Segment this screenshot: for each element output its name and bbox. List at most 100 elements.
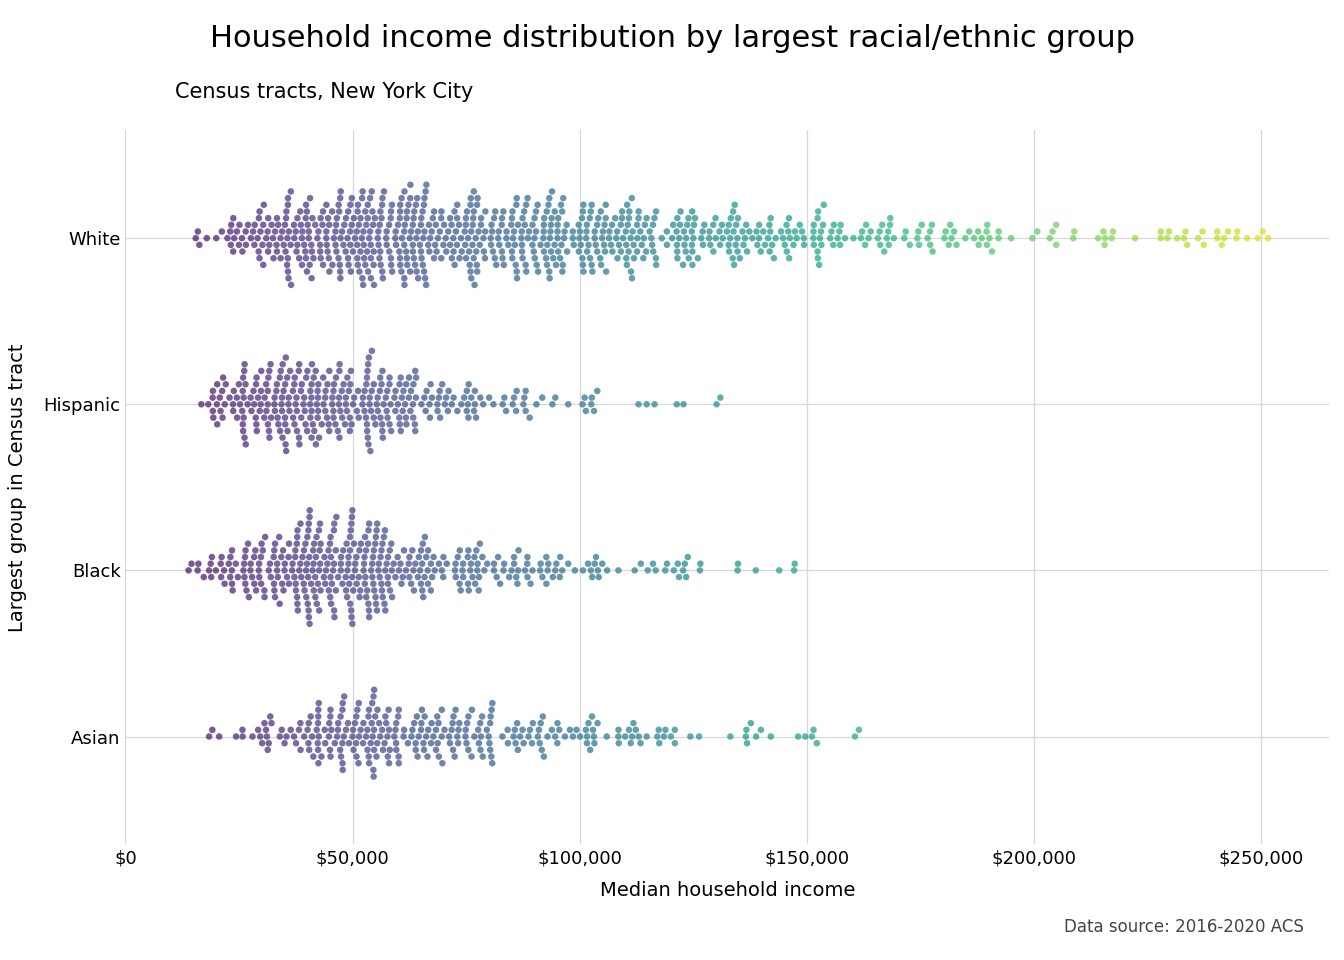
Point xyxy=(352,277,374,293)
Point xyxy=(271,403,293,419)
Point xyxy=(636,244,657,259)
Point xyxy=(362,183,383,199)
Point xyxy=(332,542,353,558)
Point xyxy=(368,251,390,266)
Point xyxy=(642,217,664,232)
Point xyxy=(286,403,308,419)
Point xyxy=(331,183,352,199)
Point xyxy=(302,583,324,598)
Point xyxy=(448,549,469,564)
Point xyxy=(337,563,359,578)
Point xyxy=(388,756,410,771)
Point xyxy=(339,542,360,558)
Point xyxy=(273,383,294,398)
Point xyxy=(405,363,426,378)
Point xyxy=(298,549,320,564)
Point xyxy=(453,390,474,405)
Point xyxy=(629,224,650,239)
Point xyxy=(473,244,495,259)
Point xyxy=(761,729,782,744)
Point xyxy=(390,423,411,439)
Point xyxy=(286,596,308,612)
Point xyxy=(246,583,267,598)
Point xyxy=(305,569,327,585)
Point xyxy=(401,576,422,591)
Point xyxy=(418,542,439,558)
Point xyxy=(226,410,247,425)
Point xyxy=(644,210,665,226)
Point xyxy=(384,403,406,419)
Point xyxy=(320,549,341,564)
Point xyxy=(520,576,542,591)
Point xyxy=(247,722,269,737)
Point xyxy=(444,257,465,273)
Point xyxy=(513,390,535,405)
Point xyxy=(308,376,329,392)
Point xyxy=(370,370,391,385)
Point xyxy=(456,735,477,751)
Point xyxy=(461,271,482,286)
Point xyxy=(481,217,503,232)
Point xyxy=(388,210,410,226)
Point xyxy=(347,702,368,717)
Point xyxy=(444,749,465,764)
Point xyxy=(457,549,478,564)
Point xyxy=(1125,230,1146,246)
Point xyxy=(304,423,325,439)
Point xyxy=(370,244,391,259)
Point xyxy=(374,183,395,199)
Point xyxy=(417,563,438,578)
Point xyxy=(288,603,309,618)
Point xyxy=(683,230,704,246)
Point xyxy=(277,230,298,246)
Point xyxy=(375,603,396,618)
Point xyxy=(681,224,703,239)
Point xyxy=(309,244,331,259)
Point xyxy=(308,576,329,591)
Point xyxy=(233,729,254,744)
Point xyxy=(719,729,741,744)
Point xyxy=(794,729,816,744)
Point xyxy=(343,742,364,757)
Point xyxy=(727,563,749,578)
Point xyxy=(407,271,429,286)
Point xyxy=(609,237,630,252)
Point xyxy=(280,722,301,737)
Point xyxy=(469,237,491,252)
Point xyxy=(405,556,426,571)
Point xyxy=(319,363,340,378)
Point xyxy=(375,708,396,724)
Point xyxy=(284,729,305,744)
Point xyxy=(238,217,259,232)
Point xyxy=(519,224,540,239)
Point xyxy=(747,237,769,252)
Point xyxy=(474,204,496,219)
Point xyxy=(478,735,500,751)
Point xyxy=(481,702,503,717)
Point xyxy=(620,230,641,246)
Point xyxy=(352,735,374,751)
Point xyxy=(668,569,689,585)
Point xyxy=(464,277,485,293)
Point xyxy=(724,237,746,252)
Point xyxy=(363,769,384,784)
Point xyxy=(595,197,617,212)
Point xyxy=(358,210,379,226)
Point xyxy=(581,563,602,578)
Point xyxy=(290,715,312,731)
Point xyxy=(595,264,617,279)
Point xyxy=(259,569,281,585)
Point xyxy=(305,549,327,564)
Point xyxy=(727,244,749,259)
Point xyxy=(367,702,388,717)
Point xyxy=(427,230,449,246)
Point xyxy=(266,244,288,259)
Point xyxy=(507,742,528,757)
Point xyxy=(454,237,476,252)
Point xyxy=(445,702,466,717)
Point xyxy=(227,569,249,585)
Point xyxy=(581,204,602,219)
Point xyxy=(206,396,227,412)
Point xyxy=(223,403,245,419)
Point xyxy=(810,224,832,239)
